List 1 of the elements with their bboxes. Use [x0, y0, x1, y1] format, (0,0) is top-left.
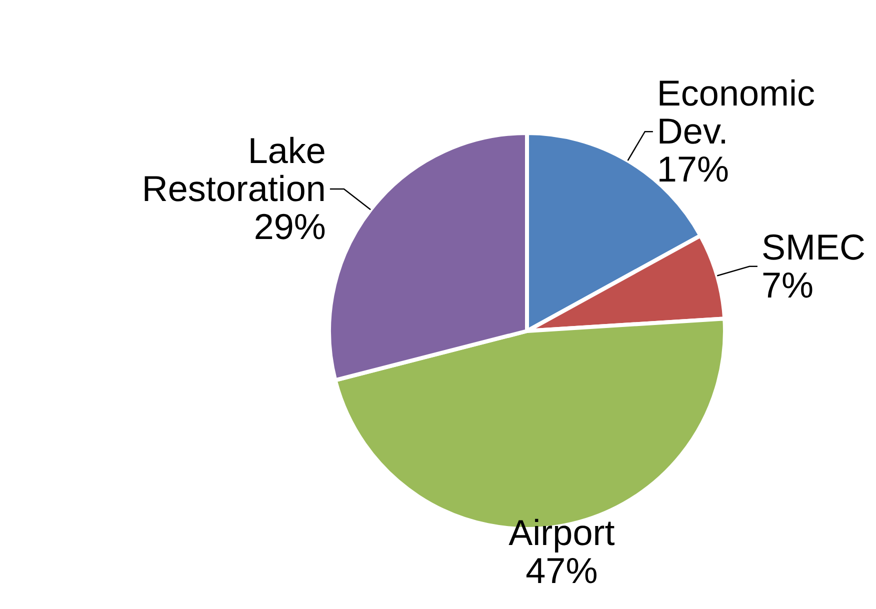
- slice-label: Airport: [508, 512, 615, 554]
